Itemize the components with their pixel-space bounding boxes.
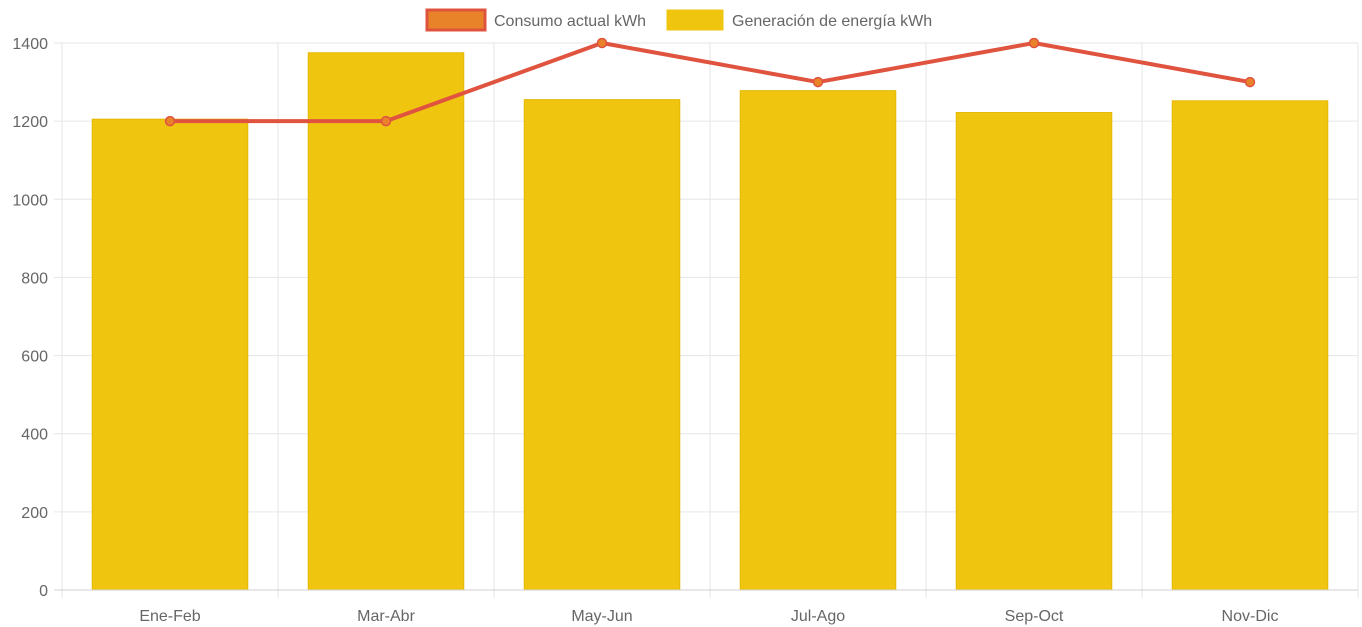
bar-series: [91, 52, 1329, 591]
line-series: [164, 37, 1256, 127]
legend-swatch-consumo: [425, 8, 487, 32]
line-point[interactable]: [1028, 37, 1040, 49]
grid: [54, 42, 1359, 598]
x-tick-label: Sep-Oct: [1005, 608, 1064, 625]
bar[interactable]: [955, 112, 1113, 591]
y-tick-label: 800: [21, 270, 48, 287]
legend-label-consumo: Consumo actual kWh: [494, 13, 646, 30]
y-tick-label: 600: [21, 349, 48, 366]
x-tick-label: Mar-Abr: [357, 608, 415, 625]
y-tick-label: 0: [39, 583, 48, 600]
x-tick-label: Jul-Ago: [791, 608, 845, 625]
bar[interactable]: [523, 99, 681, 591]
axes: 0 200 400 600 800 1000 1200 1400 Ene-Feb Mar-Abr M…: [12, 36, 1358, 625]
line-point[interactable]: [596, 37, 608, 49]
y-tick-label: 1400: [12, 36, 48, 53]
y-tick-label: 1200: [12, 114, 48, 131]
bar[interactable]: [307, 52, 465, 591]
bar[interactable]: [739, 90, 897, 591]
legend-item-generacion[interactable]: Generación de energía kWh: [666, 9, 932, 31]
legend: Consumo actual kWh Generación de energía…: [425, 8, 932, 32]
bar[interactable]: [1171, 100, 1329, 591]
line-point[interactable]: [812, 76, 824, 88]
series-line: [168, 41, 1252, 124]
bar[interactable]: [91, 118, 249, 591]
legend-item-consumo[interactable]: Consumo actual kWh: [425, 8, 646, 32]
x-tick-label: Ene-Feb: [139, 608, 200, 625]
y-tick-label: 200: [21, 505, 48, 522]
y-tick-label: 400: [21, 427, 48, 444]
y-tick-label: 1000: [12, 192, 48, 209]
legend-label-generacion: Generación de energía kWh: [732, 13, 932, 30]
x-tick-label: Nov-Dic: [1222, 608, 1279, 625]
line-point[interactable]: [164, 115, 176, 127]
x-tick-label: May-Jun: [571, 608, 632, 625]
line-point[interactable]: [380, 115, 392, 127]
legend-swatch-generacion: [666, 9, 724, 31]
line-point[interactable]: [1244, 76, 1256, 88]
